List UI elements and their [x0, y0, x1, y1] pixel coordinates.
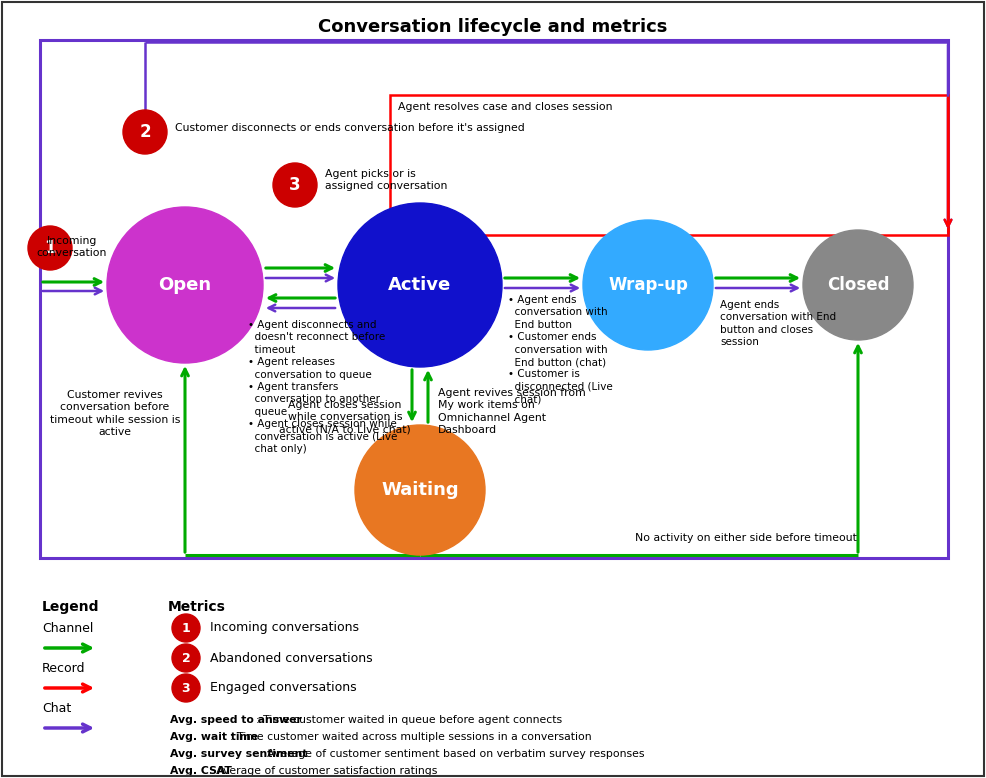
- Circle shape: [28, 226, 72, 270]
- Text: No activity on either side before timeout: No activity on either side before timeou…: [635, 533, 857, 543]
- Text: Channel: Channel: [42, 622, 94, 635]
- Text: Record: Record: [42, 662, 86, 675]
- Text: 3: 3: [289, 176, 301, 194]
- Text: Metrics: Metrics: [168, 600, 226, 614]
- Text: Legend: Legend: [42, 600, 100, 614]
- Bar: [390, 95, 948, 235]
- Text: Agent closes session
while conversation is
active (N/A to Live chat): Agent closes session while conversation …: [279, 400, 411, 435]
- Circle shape: [123, 110, 167, 154]
- Text: Closed: Closed: [826, 276, 889, 294]
- Text: • Agent disconnects and
  doesn't reconnect before
  timeout
• Agent releases
  : • Agent disconnects and doesn't reconnec…: [248, 320, 397, 454]
- Text: 3: 3: [181, 682, 190, 695]
- Text: Agent picks or is
assigned conversation: Agent picks or is assigned conversation: [325, 169, 448, 191]
- Text: 2: 2: [181, 651, 190, 664]
- Text: Wrap-up: Wrap-up: [608, 276, 688, 294]
- Text: Open: Open: [159, 276, 212, 294]
- Text: Active: Active: [388, 276, 452, 294]
- Circle shape: [355, 425, 485, 555]
- Text: : Average of customer satisfaction ratings: : Average of customer satisfaction ratin…: [209, 766, 437, 776]
- Circle shape: [338, 203, 502, 367]
- Text: Chat: Chat: [42, 702, 71, 715]
- Text: Agent ends
conversation with End
button and closes
session: Agent ends conversation with End button …: [720, 300, 836, 347]
- Text: • Agent ends
  conversation with
  End button
• Customer ends
  conversation wit: • Agent ends conversation with End butto…: [508, 295, 612, 405]
- Circle shape: [172, 614, 200, 642]
- Text: Avg. CSAT: Avg. CSAT: [170, 766, 232, 776]
- Text: Abandoned conversations: Abandoned conversations: [210, 651, 373, 664]
- Text: Incoming conversations: Incoming conversations: [210, 622, 359, 635]
- Text: 1: 1: [181, 622, 190, 635]
- Circle shape: [583, 220, 713, 350]
- Text: Customer disconnects or ends conversation before it's assigned: Customer disconnects or ends conversatio…: [175, 123, 525, 133]
- Text: Waiting: Waiting: [382, 481, 458, 499]
- Text: Avg. speed to answer: Avg. speed to answer: [170, 715, 302, 725]
- Text: : Time customer waited in queue before agent connects: : Time customer waited in queue before a…: [256, 715, 562, 725]
- Circle shape: [803, 230, 913, 340]
- Text: Avg. wait time: Avg. wait time: [170, 732, 258, 742]
- Text: Incoming
conversation: Incoming conversation: [36, 237, 107, 258]
- Text: Engaged conversations: Engaged conversations: [210, 682, 357, 695]
- Text: 1: 1: [44, 239, 56, 257]
- Text: Agent revives session from
My work items on
Omnichannel Agent
Dashboard: Agent revives session from My work items…: [438, 388, 586, 435]
- Circle shape: [107, 207, 263, 363]
- Circle shape: [172, 674, 200, 702]
- Text: Agent resolves case and closes session: Agent resolves case and closes session: [398, 102, 612, 112]
- Circle shape: [273, 163, 317, 207]
- Text: Customer revives
conversation before
timeout while session is
active: Customer revives conversation before tim…: [50, 390, 180, 437]
- Text: Conversation lifecycle and metrics: Conversation lifecycle and metrics: [318, 18, 668, 36]
- Bar: [40, 40, 948, 558]
- Text: : Time customer waited across multiple sessions in a conversation: : Time customer waited across multiple s…: [230, 732, 592, 742]
- Text: : Average of customer sentiment based on verbatim survey responses: : Average of customer sentiment based on…: [260, 749, 645, 759]
- Text: Avg. survey sentiment: Avg. survey sentiment: [170, 749, 308, 759]
- Text: 2: 2: [139, 123, 151, 141]
- Circle shape: [172, 644, 200, 672]
